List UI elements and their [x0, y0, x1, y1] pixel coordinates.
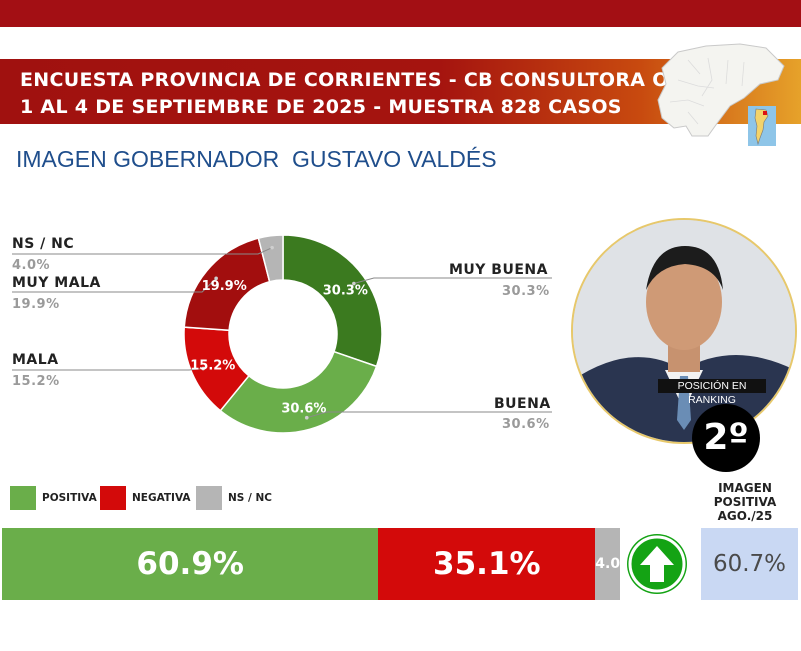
donut-slice-label-muy-mala: 19.9%: [202, 279, 247, 294]
label-ns-nc: NS / NC: [12, 236, 75, 252]
legend-swatch-ns-nc: [196, 486, 222, 510]
bar-segment-negativa: 35.1%: [378, 528, 596, 600]
legend-swatch-positiva: [10, 486, 36, 510]
corrientes-map-icon: [657, 43, 785, 137]
donut-slice-label-mala: 15.2%: [190, 358, 235, 373]
label-muy-mala: MUY MALA: [12, 275, 101, 291]
trend-indicator: [627, 534, 687, 594]
leader-dot-muy-mala: [214, 276, 218, 281]
value-muy-mala: 19.9%: [12, 297, 60, 312]
leader-dot-buena: [304, 415, 309, 420]
previous-value: 60.7%: [701, 528, 798, 600]
leader-dot-muy-buena: [352, 281, 356, 286]
donut-slice-buena: [219, 350, 378, 434]
legend-label-positiva: POSITIVA: [42, 492, 97, 504]
value-muy-buena: 30.3%: [502, 284, 550, 299]
chart-title: IMAGEN GOBERNADOR GUSTAVO VALDÉS: [16, 146, 497, 172]
legend-swatch-negativa: [100, 486, 126, 510]
donut-slice-muy-buena: [282, 234, 383, 368]
label-muy-buena: MUY BUENA: [449, 262, 548, 278]
value-ns-nc: 4.0%: [12, 258, 51, 273]
donut-slice-ns-nc: [257, 234, 284, 283]
legend-label-ns-nc: NS / NC: [228, 492, 272, 504]
label-mala: MALA: [12, 352, 59, 368]
legend-label-negativa: NEGATIVA: [132, 492, 191, 504]
value-buena: 30.6%: [502, 417, 550, 432]
leader-dot-ns-nc: [270, 245, 274, 250]
governor-photo: [571, 218, 797, 444]
arrow-up-icon: [628, 535, 686, 593]
leader-line-buena: [306, 411, 552, 419]
header-line-1: ENCUESTA PROVINCIA DE CORRIENTES - CB CO…: [20, 69, 683, 91]
previous-title-line-2: POSITIVA: [713, 495, 777, 509]
top-bar: [0, 0, 801, 27]
donut-slice-label-buena: 30.6%: [281, 402, 326, 417]
donut-slice-label-muy-buena: 30.3%: [323, 284, 368, 299]
ranking-label: POSICIÓN EN RANKING: [658, 379, 766, 406]
previous-title-line-3: AGO./25: [717, 509, 773, 523]
label-buena: BUENA: [494, 396, 551, 412]
leader-dot-mala: [201, 366, 205, 371]
bar-segment-positiva: 60.9%: [2, 528, 379, 600]
portrait-image: [573, 220, 795, 442]
bar-segment-ns-nc: 4.0%: [595, 528, 634, 600]
leader-line-muy-buena: [353, 277, 552, 285]
ranking-badge: 2º: [692, 404, 760, 472]
leader-line-ns-nc: [12, 247, 273, 255]
leader-line-muy-mala: [12, 277, 217, 293]
argentina-minimap-icon: [748, 106, 776, 146]
header-line-2: 1 AL 4 DE SEPTIEMBRE DE 2025 - MUESTRA 8…: [20, 96, 622, 118]
donut-chart: 30.3% 30.6% 15.2% 19.9%: [12, 234, 552, 434]
previous-title: IMAGEN POSITIVA AGO./25: [700, 481, 790, 523]
previous-title-line-1: IMAGEN: [718, 481, 772, 495]
value-mala: 15.2%: [12, 374, 60, 389]
leader-line-mala: [12, 368, 204, 371]
